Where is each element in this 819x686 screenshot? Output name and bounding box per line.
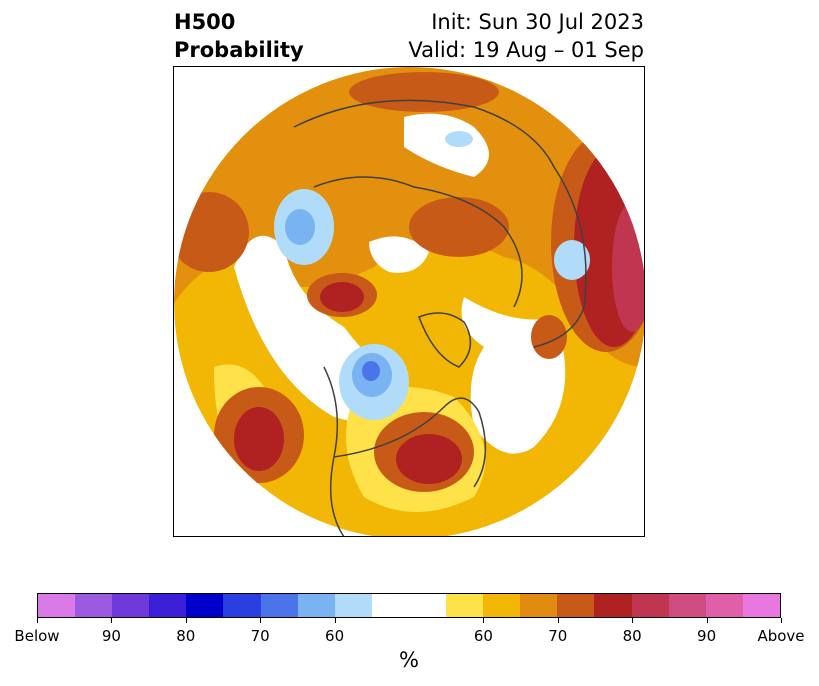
north-low: [445, 131, 473, 147]
us-east-high-core: [396, 434, 462, 484]
probability-map: [174, 67, 644, 536]
init-date: Init: Sun 30 Jul 2023: [431, 10, 644, 34]
colorbar-swatch: [631, 594, 669, 617]
colorbar-swatch: [520, 594, 558, 617]
colorbar-tick-mark: [483, 618, 485, 623]
canada-low-core: [362, 361, 380, 381]
title-product: Probability: [174, 38, 304, 62]
colorbar-tick-label: 90: [101, 627, 121, 645]
colorbar-swatch: [186, 594, 224, 617]
asia-low: [554, 240, 590, 280]
colorbar-swatch: [705, 594, 743, 617]
colorbar-tick-mark: [557, 618, 559, 623]
colorbar-swatch: [223, 594, 261, 617]
colorbar-tick-mark: [781, 618, 782, 623]
colorbar-tick-label: 80: [176, 627, 196, 645]
alaska-high-core: [320, 282, 364, 312]
colorbar-tick-label: 80: [622, 627, 642, 645]
colorbar-tick-mark: [260, 618, 262, 623]
arctic-low-core: [285, 209, 315, 245]
colorbar-swatch: [260, 594, 298, 617]
colorbar-tick-mark: [632, 618, 634, 623]
colorbar-swatch: [742, 594, 780, 617]
colorbar-swatch: [594, 594, 632, 617]
colorbar-swatch: [334, 594, 372, 617]
map-panel: [173, 66, 645, 537]
pacific-high-core: [234, 407, 284, 471]
colorbar-tick-mark: [37, 618, 38, 623]
colorbar-tick-label: 60: [325, 627, 345, 645]
colorbar-swatch: [297, 594, 335, 617]
colorbar-tick-label: 70: [250, 627, 270, 645]
colorbar-swatch: [446, 594, 484, 617]
neutral-north: [404, 113, 489, 177]
colorbar-tick-label: 70: [548, 627, 568, 645]
outer-band: [174, 67, 644, 367]
colorbar-tick-label: 90: [697, 627, 717, 645]
colorbar-unit-label: %: [399, 648, 419, 672]
colorbar-swatch: [75, 594, 113, 617]
north-band: [349, 72, 499, 112]
chart-dates: Init: Sun 30 Jul 2023 Valid: 19 Aug – 01…: [408, 8, 644, 64]
colorbar-tick-label: 60: [473, 627, 493, 645]
chart-title: H500 Probability: [174, 8, 304, 64]
colorbar-swatch: [38, 594, 76, 617]
colorbar-tick-label: Below: [14, 627, 60, 645]
coastlines: [293, 99, 587, 536]
colorbar-tick-mark: [706, 618, 708, 623]
colorbar-swatch: [149, 594, 187, 617]
neutral-center: [369, 236, 429, 273]
asia-high: [409, 197, 509, 257]
colorbar-swatch: [483, 594, 521, 617]
colorbar-swatch: [112, 594, 150, 617]
colorbar: [37, 593, 781, 618]
coast-greenland: [418, 312, 472, 368]
colorbar-swatch: [668, 594, 706, 617]
coast-arctic: [313, 176, 523, 308]
coast-north-america: [323, 366, 487, 536]
colorbar-swatch: [557, 594, 595, 617]
colorbar-tick-label: Above: [757, 627, 805, 645]
mid-east-high: [531, 315, 567, 359]
colorbar-tick-mark: [111, 618, 113, 623]
colorbar-tick-mark: [185, 618, 187, 623]
colorbar-tick-mark: [334, 618, 336, 623]
valid-range: Valid: 19 Aug – 01 Sep: [408, 38, 644, 62]
title-variable: H500: [174, 10, 236, 34]
coast-eurasia: [293, 99, 587, 348]
colorbar-swatch: [371, 594, 447, 617]
